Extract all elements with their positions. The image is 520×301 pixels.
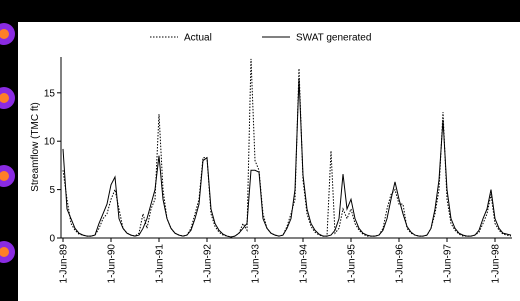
- page: Streamflow (TMC ft) 0 5 10 15 1-Jun-89 1-Jun-…: [0, 0, 520, 301]
- x-tick-label: 1-Jun-97: [443, 244, 454, 284]
- x-tick-label: 1-Jun-96: [395, 244, 406, 284]
- x-tick-label: 1-Jun-91: [155, 244, 166, 284]
- x-tick-label: 1-Jun-98: [491, 244, 502, 284]
- legend-label: Actual: [184, 33, 212, 44]
- x-tick-label: 1-Jun-92: [203, 244, 214, 284]
- x-tick-label: 1-Jun-90: [107, 244, 118, 284]
- legend-label: SWAT generated: [296, 33, 371, 44]
- y-axis-title: Streamflow (TMC ft): [30, 102, 41, 191]
- x-tick-label: 1-Jun-93: [251, 244, 262, 284]
- x-tick-label: 1-Jun-95: [347, 244, 358, 284]
- y-tick-label: 5: [49, 185, 55, 196]
- x-tick-label: 1-Jun-94: [299, 244, 310, 284]
- y-tick-label: 10: [44, 137, 56, 148]
- y-tick-label: 15: [44, 88, 56, 99]
- chart: Streamflow (TMC ft) 0 5 10 15 1-Jun-89 1-Jun-…: [0, 0, 520, 301]
- y-tick-label: 0: [49, 234, 55, 245]
- x-tick-label: 1-Jun-89: [59, 244, 70, 284]
